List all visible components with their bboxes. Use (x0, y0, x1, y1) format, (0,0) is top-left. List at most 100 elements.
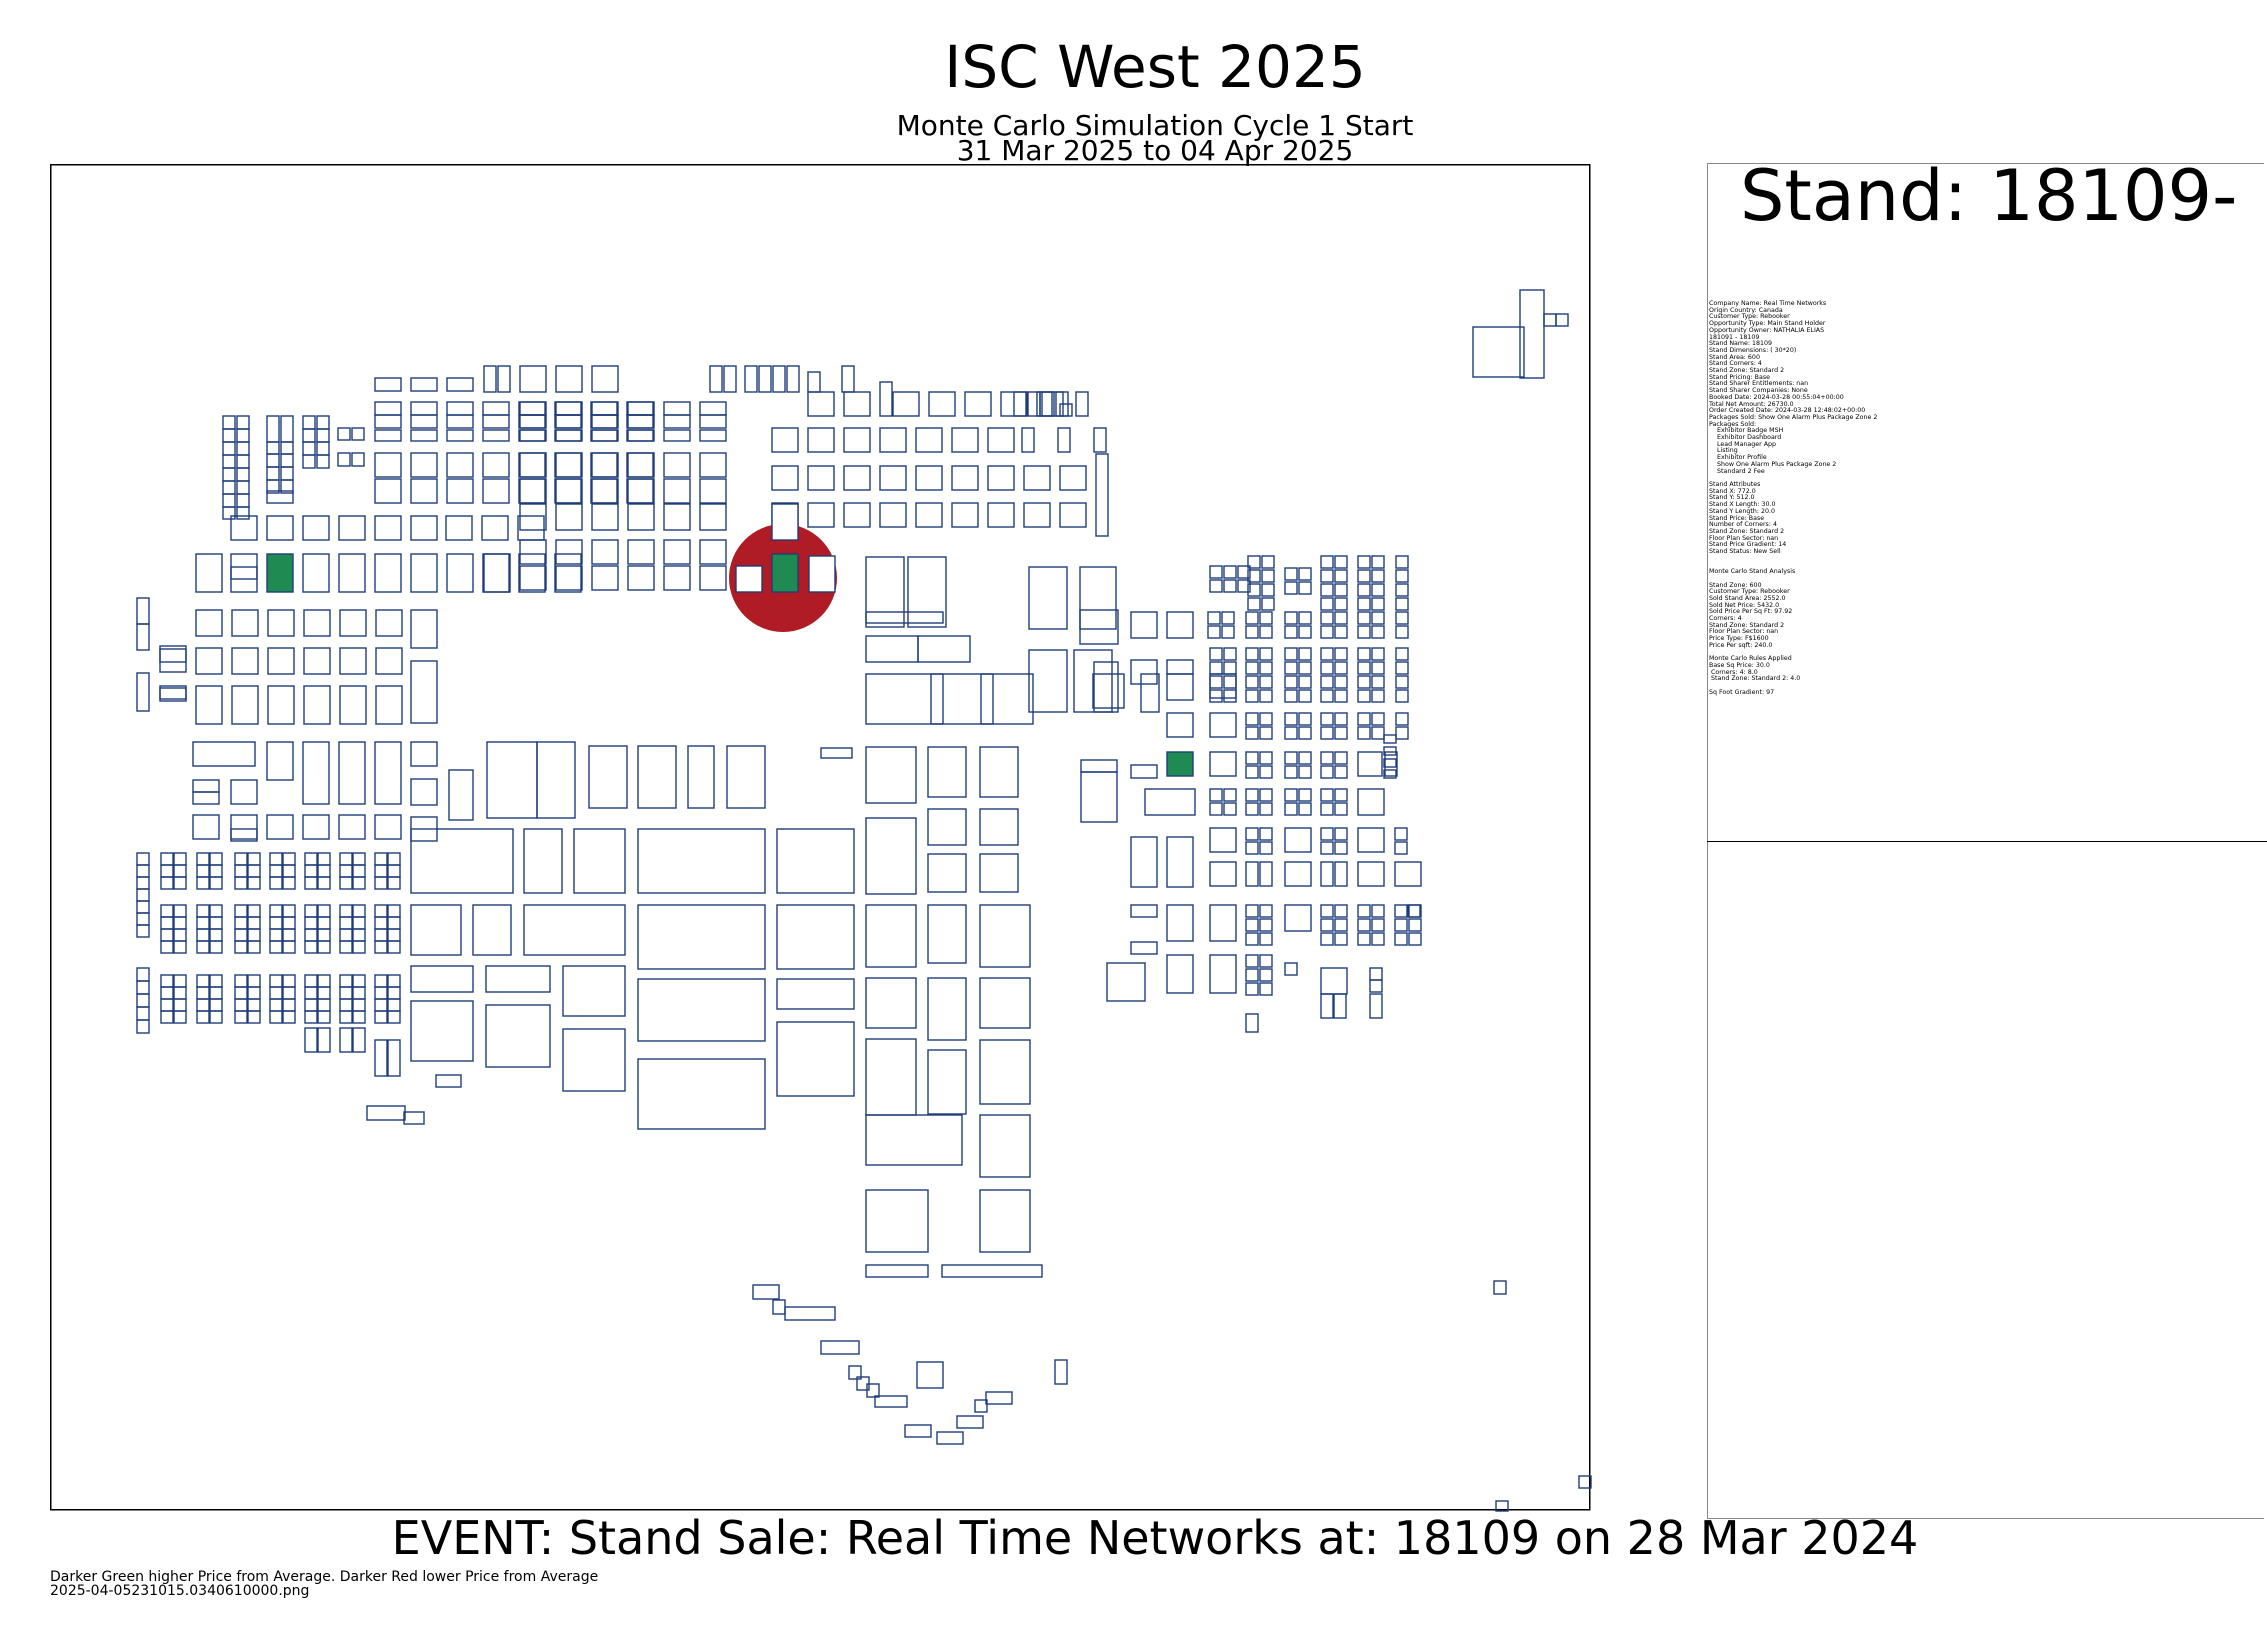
stand[interactable] (1039, 391, 1053, 417)
stand[interactable] (339, 904, 353, 918)
stand[interactable] (1261, 569, 1275, 583)
stand[interactable] (266, 441, 280, 455)
stand[interactable] (266, 479, 280, 494)
stand[interactable] (339, 986, 353, 1000)
stand[interactable] (445, 515, 473, 541)
stand[interactable] (1357, 569, 1371, 583)
stand[interactable] (1357, 689, 1371, 703)
stand[interactable] (663, 452, 691, 478)
stand[interactable] (1371, 597, 1385, 611)
stand[interactable] (304, 928, 318, 942)
stand[interactable] (1395, 625, 1409, 639)
stand[interactable] (192, 814, 220, 840)
stand[interactable] (699, 429, 727, 442)
stand[interactable] (387, 928, 401, 942)
stand[interactable] (1284, 962, 1298, 976)
stand[interactable] (234, 852, 248, 866)
stand[interactable] (302, 415, 316, 430)
stand[interactable] (1334, 611, 1348, 625)
stand[interactable] (663, 414, 691, 429)
stand[interactable] (519, 539, 547, 565)
stand[interactable] (234, 1010, 248, 1024)
stand[interactable] (1333, 993, 1347, 1019)
stand[interactable] (302, 441, 316, 456)
stand[interactable] (1223, 788, 1237, 802)
stand[interactable] (555, 414, 583, 429)
stand[interactable] (752, 1284, 780, 1300)
stand[interactable] (375, 609, 403, 637)
stand[interactable] (1298, 751, 1312, 765)
stand[interactable] (1259, 675, 1273, 689)
stand[interactable] (663, 539, 691, 565)
stand[interactable] (1298, 625, 1312, 639)
stand[interactable] (1334, 661, 1348, 675)
stand[interactable] (987, 465, 1015, 491)
stand[interactable] (519, 565, 547, 591)
stand[interactable] (302, 553, 330, 593)
stand[interactable] (1209, 827, 1237, 853)
stand[interactable] (338, 553, 366, 593)
stand[interactable] (269, 916, 283, 930)
stand[interactable] (173, 998, 187, 1012)
stand[interactable] (387, 852, 401, 866)
stand[interactable] (1259, 661, 1273, 675)
stand[interactable] (136, 1019, 150, 1034)
stand[interactable] (247, 974, 261, 988)
stand[interactable] (247, 998, 261, 1012)
stand[interactable] (317, 940, 331, 954)
stand[interactable] (1245, 932, 1259, 946)
stand[interactable] (266, 741, 294, 781)
stand[interactable] (282, 904, 296, 918)
stand[interactable] (483, 365, 497, 393)
stand[interactable] (1519, 289, 1545, 379)
stand[interactable] (1371, 712, 1385, 726)
stand[interactable] (1284, 751, 1298, 765)
stand[interactable] (209, 904, 223, 918)
stand[interactable] (1223, 647, 1237, 661)
stand[interactable] (1284, 625, 1298, 639)
stand[interactable] (247, 904, 261, 918)
stand[interactable] (1166, 659, 1194, 675)
stand[interactable] (1298, 661, 1312, 675)
stand[interactable] (519, 478, 547, 504)
stand[interactable] (222, 454, 236, 469)
stand[interactable] (374, 876, 388, 890)
stand[interactable] (1371, 583, 1385, 597)
stand[interactable] (979, 853, 1019, 893)
stand[interactable] (979, 746, 1019, 798)
stand[interactable] (627, 478, 655, 504)
stand[interactable] (1259, 954, 1273, 968)
stand[interactable] (1259, 751, 1273, 765)
stand[interactable] (280, 453, 294, 468)
stand[interactable] (590, 414, 618, 429)
stand[interactable] (1259, 647, 1273, 661)
stand[interactable] (337, 427, 351, 441)
stand[interactable] (1245, 765, 1259, 779)
stand[interactable] (136, 888, 150, 902)
stand[interactable] (843, 427, 871, 453)
stand[interactable] (627, 503, 655, 531)
stand[interactable] (1334, 861, 1348, 887)
stand[interactable] (374, 401, 402, 416)
stand[interactable] (1395, 555, 1409, 569)
stand[interactable] (519, 452, 547, 478)
stand[interactable] (374, 998, 388, 1012)
sold-stand-18109[interactable] (771, 553, 799, 593)
stand[interactable] (1578, 1475, 1592, 1489)
stand[interactable] (1395, 675, 1409, 689)
stand[interactable] (771, 465, 799, 491)
stand[interactable] (209, 916, 223, 930)
stand[interactable] (1357, 861, 1385, 887)
stand[interactable] (195, 647, 223, 675)
stand[interactable] (339, 647, 367, 675)
stand[interactable] (236, 415, 250, 430)
stand[interactable] (280, 415, 294, 443)
stand[interactable] (1028, 649, 1068, 713)
stand[interactable] (555, 452, 583, 478)
stand[interactable] (1166, 836, 1194, 888)
stand[interactable] (744, 365, 758, 393)
stand[interactable] (317, 904, 331, 918)
stand[interactable] (247, 864, 261, 878)
stand[interactable] (1093, 661, 1119, 713)
stand[interactable] (519, 365, 547, 393)
